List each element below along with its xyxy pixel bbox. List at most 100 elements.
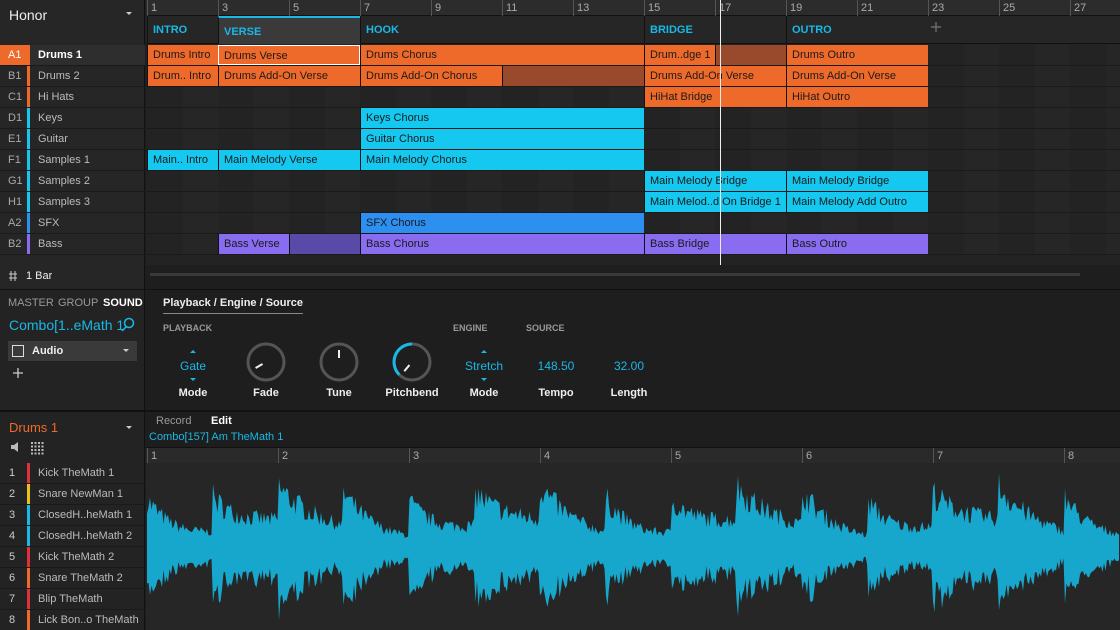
track-row[interactable]: H1 Samples 3 — [0, 192, 145, 213]
clip[interactable]: Drums Add-On Verse — [786, 66, 928, 86]
editor-tab[interactable]: Edit — [211, 415, 232, 427]
track-row[interactable]: G1 Samples 2 — [0, 171, 145, 192]
section[interactable]: HOOK — [360, 16, 644, 44]
row-line — [146, 191, 1120, 192]
clip-label: HiHat Outro — [792, 91, 851, 103]
clip[interactable]: Main Melody Add Outro — [786, 192, 928, 212]
clip[interactable]: Drums Add-On Verse — [218, 66, 360, 86]
track-row[interactable]: F1 Samples 1 — [0, 150, 145, 171]
sound-row[interactable]: 8 Lick Bon..o TheMath — [0, 610, 145, 630]
knob-arc — [392, 342, 413, 376]
clip[interactable]: Drums Add-On Verse — [644, 66, 786, 86]
sound-row[interactable]: 2 Snare NewMan 1 — [0, 484, 145, 505]
clip[interactable]: Drums Intro — [147, 45, 218, 65]
page-tab[interactable]: Playback / Engine / Source — [163, 297, 303, 314]
pad-icon — [31, 442, 33, 444]
control-label: Mode — [178, 387, 208, 399]
track-row[interactable]: D1 Keys — [0, 108, 145, 129]
ruler-tick — [278, 448, 279, 463]
section-label: OUTRO — [792, 24, 832, 36]
clip[interactable]: HiHat Bridge — [644, 87, 786, 107]
clip[interactable]: HiHat Outro — [786, 87, 928, 107]
clip[interactable]: Drums Outro — [786, 45, 928, 65]
sound-row[interactable]: 7 Blip TheMath — [0, 589, 145, 610]
editor-tab[interactable]: Record — [156, 415, 192, 427]
sound-color — [27, 610, 30, 630]
sound-row[interactable]: 4 ClosedH..heMath 2 — [0, 526, 145, 547]
sound-row[interactable]: 3 ClosedH..heMath 1 — [0, 505, 145, 526]
control-value[interactable]: Stretch — [464, 359, 503, 373]
clip-label: Drums Chorus — [366, 49, 437, 61]
ruler-bg — [146, 0, 1120, 16]
clip[interactable]: Bass Bridge — [644, 234, 786, 254]
clip[interactable]: Bass Verse — [218, 234, 289, 254]
track-color — [27, 192, 30, 212]
editor-ruler — [146, 447, 1120, 463]
control-label: Fade — [253, 387, 279, 399]
track-id: B2 — [8, 238, 22, 250]
sound-color — [27, 568, 30, 588]
sound-color — [27, 526, 30, 546]
row-line — [146, 212, 1120, 213]
sound-row[interactable]: 6 Snare TheMath 2 — [0, 568, 145, 589]
panel-divider — [0, 410, 1120, 412]
track-row[interactable]: B2 Bass — [0, 234, 145, 255]
clip[interactable]: Main Melod..d On Bridge 1 — [644, 192, 786, 212]
clip[interactable]: Drum.. Intro — [147, 66, 218, 86]
clip-label: Main Melod..d On Bridge 1 — [650, 196, 781, 208]
ruler-tick — [573, 0, 574, 16]
track-row[interactable]: E1 Guitar — [0, 129, 145, 150]
clip[interactable]: Drums Add-On Chorus — [360, 66, 502, 86]
pad-icon — [31, 452, 33, 455]
project-name[interactable]: Honor — [9, 7, 48, 23]
track-color — [27, 234, 30, 254]
control-label: Length — [610, 387, 648, 399]
section[interactable]: BRIDGE — [644, 16, 786, 44]
sound-row[interactable]: 5 Kick TheMath 2 — [0, 547, 145, 568]
clip[interactable]: Bass Chorus — [360, 234, 644, 254]
clip-label: Main Melody Verse — [224, 154, 318, 166]
clip[interactable]: Drums Verse — [218, 45, 360, 65]
clip[interactable]: SFX Chorus — [360, 213, 644, 233]
sound-index: 3 — [9, 509, 16, 521]
ruler-tick — [360, 0, 361, 16]
track-row[interactable]: A2 SFX — [0, 213, 145, 234]
clip[interactable]: Main Melody Bridge — [786, 171, 928, 191]
clip-label: Bass Outro — [792, 238, 848, 250]
plugin-slot[interactable]: Audio — [8, 341, 137, 361]
sound-name: Blip TheMath — [38, 593, 103, 605]
control-value[interactable]: 32.00 — [613, 359, 645, 373]
knob — [319, 342, 359, 382]
clip[interactable]: Drums Chorus — [360, 45, 644, 65]
sound-name[interactable]: Combo[1..eMath 1 — [9, 317, 125, 333]
panel-tab[interactable]: MASTER — [8, 297, 54, 309]
clip[interactable]: Guitar Chorus — [360, 129, 644, 149]
section[interactable]: OUTRO — [786, 16, 928, 44]
clip[interactable]: Main Melody Bridge — [644, 171, 786, 191]
control-value[interactable]: 148.50 — [537, 359, 575, 373]
panel-heading: ENGINE — [453, 323, 488, 333]
grid-setting[interactable]: 1 Bar — [26, 270, 53, 282]
panel-tab[interactable]: SOUND — [103, 297, 143, 309]
sound-index: 5 — [9, 551, 16, 563]
clip[interactable]: Drum..dge 1 — [644, 45, 715, 65]
clip[interactable]: Keys Chorus — [360, 108, 644, 128]
panel-tab[interactable]: GROUP — [58, 297, 99, 309]
sound-row[interactable]: 1 Kick TheMath 1 — [0, 463, 145, 484]
sound-color — [27, 547, 30, 567]
track-row[interactable]: B1 Drums 2 — [0, 66, 145, 87]
track-row[interactable]: C1 Hi Hats — [0, 87, 145, 108]
clip[interactable]: Main Melody Verse — [218, 150, 360, 170]
clip[interactable]: Main.. Intro — [147, 150, 218, 170]
section[interactable]: VERSE — [218, 16, 360, 44]
section[interactable]: INTRO — [147, 16, 218, 44]
sound-name: Kick TheMath 2 — [38, 551, 115, 563]
clip[interactable]: Main Melody Chorus — [360, 150, 644, 170]
group-name[interactable]: Drums 1 — [9, 420, 59, 435]
clip[interactable]: Bass Outro — [786, 234, 928, 254]
track-row[interactable]: A1 Drums 1 — [0, 45, 145, 66]
clip-label: Bass Bridge — [650, 238, 710, 250]
control-value[interactable]: Gate — [179, 359, 206, 373]
ruler-tick — [857, 0, 858, 16]
control-label: Tempo — [538, 387, 574, 399]
